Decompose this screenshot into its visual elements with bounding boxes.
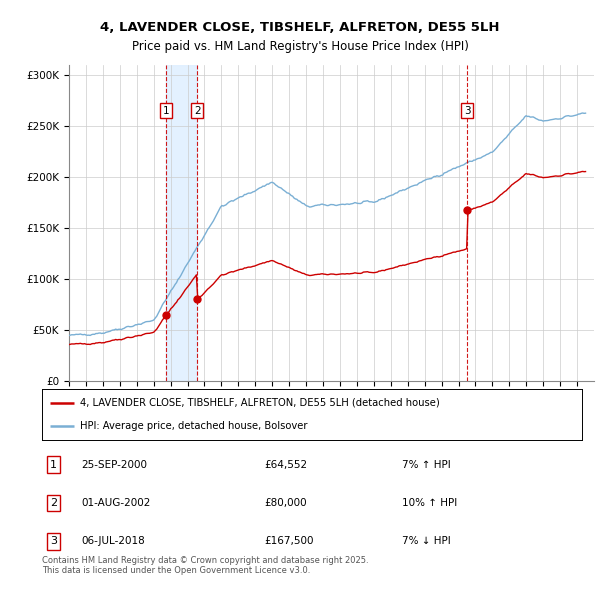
Text: 3: 3 <box>464 106 470 116</box>
Bar <box>166 65 197 381</box>
Text: 01-AUG-2002: 01-AUG-2002 <box>81 498 151 508</box>
Text: 3: 3 <box>50 536 57 546</box>
Text: £80,000: £80,000 <box>264 498 307 508</box>
Text: 2: 2 <box>194 106 200 116</box>
Text: £64,552: £64,552 <box>264 460 307 470</box>
Text: 4, LAVENDER CLOSE, TIBSHELF, ALFRETON, DE55 5LH (detached house): 4, LAVENDER CLOSE, TIBSHELF, ALFRETON, D… <box>80 398 440 408</box>
Text: HPI: Average price, detached house, Bolsover: HPI: Average price, detached house, Bols… <box>80 421 307 431</box>
Text: 2: 2 <box>50 498 57 508</box>
Text: 25-SEP-2000: 25-SEP-2000 <box>81 460 147 470</box>
Text: 06-JUL-2018: 06-JUL-2018 <box>81 536 145 546</box>
Text: 1: 1 <box>50 460 57 470</box>
Text: 7% ↑ HPI: 7% ↑ HPI <box>402 460 451 470</box>
Text: £167,500: £167,500 <box>264 536 314 546</box>
Text: 10% ↑ HPI: 10% ↑ HPI <box>402 498 457 508</box>
Text: 1: 1 <box>163 106 169 116</box>
Text: Contains HM Land Registry data © Crown copyright and database right 2025.
This d: Contains HM Land Registry data © Crown c… <box>42 556 368 575</box>
Text: 4, LAVENDER CLOSE, TIBSHELF, ALFRETON, DE55 5LH: 4, LAVENDER CLOSE, TIBSHELF, ALFRETON, D… <box>100 21 500 34</box>
Text: 7% ↓ HPI: 7% ↓ HPI <box>402 536 451 546</box>
Text: Price paid vs. HM Land Registry's House Price Index (HPI): Price paid vs. HM Land Registry's House … <box>131 40 469 53</box>
